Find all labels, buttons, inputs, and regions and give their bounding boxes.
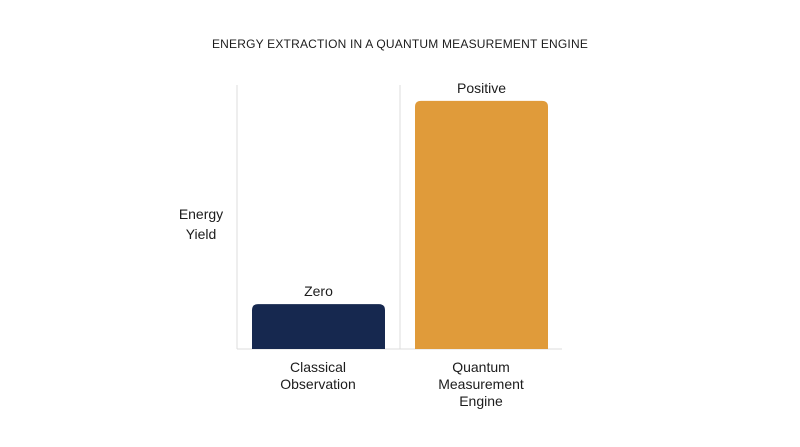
x-tick-label-line: Observation xyxy=(280,376,356,392)
data-label-0: Zero xyxy=(304,283,333,299)
y-axis-label-line: Energy xyxy=(178,206,224,222)
bar-1 xyxy=(415,100,548,349)
chart-title: ENERGY EXTRACTION IN A QUANTUM MEASUREME… xyxy=(211,37,589,51)
y-axis-label: Energy Yield xyxy=(158,204,244,244)
bar-0 xyxy=(252,304,385,349)
x-tick-label-line: Measurement xyxy=(438,376,524,392)
y-axis-label-line: Yield xyxy=(185,226,217,242)
x-tick-label-quantum: Quantum Measurement Engine xyxy=(411,359,551,410)
x-tick-label-line: Engine xyxy=(459,393,503,409)
data-label-1: Positive xyxy=(457,80,506,96)
x-tick-label-line: Classical xyxy=(289,359,346,375)
x-tick-label-classical: Classical Observation xyxy=(248,359,388,393)
x-tick-label-line: Quantum xyxy=(452,359,510,375)
